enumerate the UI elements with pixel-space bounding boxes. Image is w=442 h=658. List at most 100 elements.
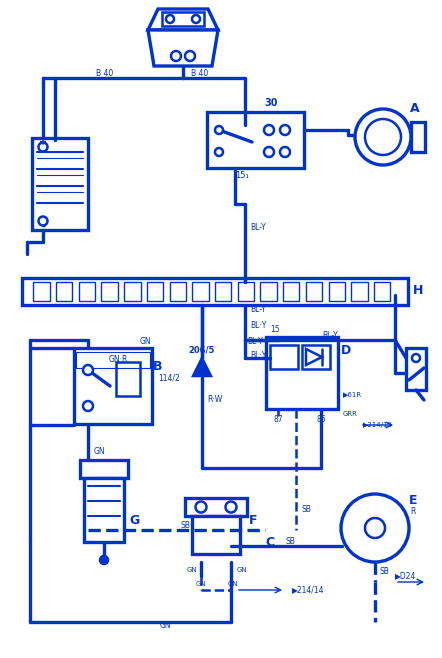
Bar <box>266 337 338 409</box>
Bar <box>260 282 277 301</box>
Text: BL-Y: BL-Y <box>250 305 266 315</box>
Text: SB: SB <box>380 567 390 576</box>
Circle shape <box>412 354 420 362</box>
Polygon shape <box>193 358 211 376</box>
Bar <box>185 498 247 516</box>
Circle shape <box>280 125 290 135</box>
Text: SB: SB <box>301 505 311 515</box>
Bar <box>215 282 231 301</box>
Text: 15: 15 <box>270 324 280 334</box>
Bar <box>33 282 50 301</box>
Bar <box>406 348 426 390</box>
Text: GN·R: GN·R <box>108 355 128 365</box>
Bar <box>76 352 150 368</box>
Bar <box>32 138 88 230</box>
Circle shape <box>185 51 195 61</box>
Circle shape <box>100 556 108 564</box>
Text: GN: GN <box>94 447 106 457</box>
Text: 86: 86 <box>316 415 326 424</box>
Bar <box>411 122 425 152</box>
Circle shape <box>38 143 47 151</box>
Bar <box>238 282 254 301</box>
Text: GN: GN <box>139 338 151 347</box>
Text: BL-Y: BL-Y <box>322 330 338 340</box>
Polygon shape <box>148 9 218 30</box>
Bar <box>192 282 209 301</box>
Bar <box>162 12 204 26</box>
Bar <box>147 282 163 301</box>
Bar <box>270 345 298 369</box>
Circle shape <box>215 126 223 134</box>
Circle shape <box>192 15 200 23</box>
Text: E: E <box>409 494 417 507</box>
Circle shape <box>83 365 93 375</box>
Circle shape <box>225 501 236 513</box>
Bar <box>102 282 118 301</box>
Circle shape <box>38 216 47 226</box>
Text: 114/2: 114/2 <box>158 374 180 382</box>
Text: GN: GN <box>159 622 171 630</box>
Text: A: A <box>410 103 420 116</box>
Text: -: - <box>41 222 45 232</box>
Text: R: R <box>410 507 415 517</box>
Text: GN: GN <box>237 567 248 573</box>
Circle shape <box>365 518 385 538</box>
Bar <box>306 282 322 301</box>
Text: BL·Y: BL·Y <box>250 320 267 330</box>
Text: BL-Y: BL-Y <box>250 224 266 232</box>
Text: ▶61R: ▶61R <box>343 391 362 397</box>
Text: H: H <box>413 284 423 297</box>
Circle shape <box>355 109 411 165</box>
Text: BL-Y: BL-Y <box>247 338 263 347</box>
Bar <box>170 282 186 301</box>
Bar <box>374 282 390 301</box>
Bar <box>192 516 240 554</box>
Text: F: F <box>249 513 257 526</box>
Bar <box>207 112 304 168</box>
Polygon shape <box>306 349 322 365</box>
Text: BL·Y: BL·Y <box>250 351 267 359</box>
Bar <box>84 478 124 542</box>
Text: G: G <box>129 513 139 526</box>
Circle shape <box>341 494 409 562</box>
Bar <box>283 282 300 301</box>
Bar <box>79 282 95 301</box>
Circle shape <box>166 15 174 23</box>
Text: +: + <box>39 137 47 147</box>
Circle shape <box>264 147 274 157</box>
Text: B: B <box>153 359 163 372</box>
Text: ▶214/15: ▶214/15 <box>363 422 393 428</box>
Bar <box>80 460 128 478</box>
Text: GN: GN <box>196 581 206 587</box>
Polygon shape <box>148 30 218 66</box>
Text: ▶D24: ▶D24 <box>395 572 416 580</box>
Text: 15₁: 15₁ <box>235 172 249 180</box>
Circle shape <box>280 147 290 157</box>
Text: 206/5: 206/5 <box>189 345 215 355</box>
Text: SB: SB <box>180 520 190 530</box>
Text: C: C <box>266 536 274 549</box>
Circle shape <box>215 148 223 156</box>
Bar <box>124 282 141 301</box>
Text: B 40: B 40 <box>96 68 114 78</box>
Circle shape <box>365 119 401 155</box>
Bar <box>22 278 408 305</box>
Circle shape <box>83 401 93 411</box>
Circle shape <box>195 501 206 513</box>
Circle shape <box>264 125 274 135</box>
Text: D: D <box>341 345 351 357</box>
Text: GN: GN <box>228 581 238 587</box>
Bar <box>116 362 140 396</box>
Text: 87: 87 <box>273 415 283 424</box>
Bar <box>74 348 152 424</box>
Text: 30: 30 <box>264 98 278 108</box>
Bar <box>302 345 330 369</box>
Text: ▶214/14: ▶214/14 <box>292 586 324 594</box>
Text: B 40: B 40 <box>191 68 209 78</box>
Text: R·W: R·W <box>207 395 222 405</box>
Bar <box>328 282 345 301</box>
Text: GRR: GRR <box>343 411 358 417</box>
Text: SB: SB <box>285 536 295 545</box>
Bar <box>56 282 72 301</box>
Text: GN: GN <box>187 567 197 573</box>
